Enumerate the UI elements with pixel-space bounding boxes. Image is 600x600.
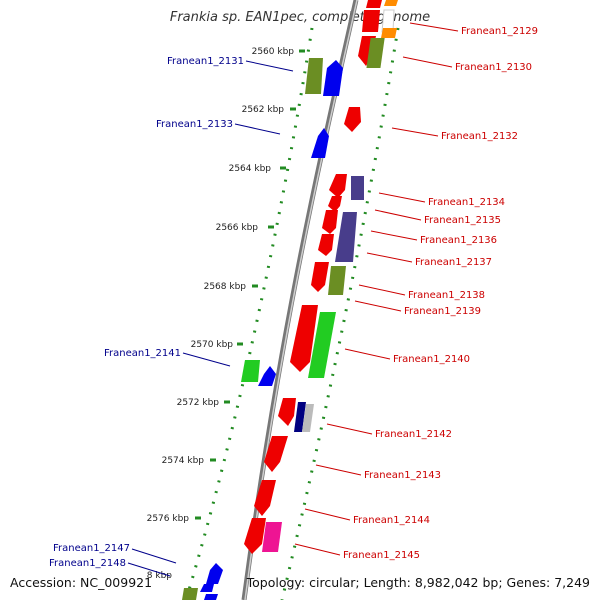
gene-label-right[interactable]: Franean1_2138 (408, 290, 485, 301)
gene-arrow (294, 402, 306, 432)
label-connector (182, 352, 231, 367)
gene-box (351, 176, 364, 200)
left-scale-track (184, 27, 314, 600)
kbp-ticks (195, 49, 305, 520)
gene-arrow (200, 584, 214, 592)
gene-arrow (241, 360, 260, 382)
gene-label-right[interactable]: Franean1_2142 (375, 429, 452, 440)
label-connector (315, 464, 362, 476)
gene-label-right[interactable]: Franean1_2130 (455, 62, 532, 73)
gene-label-left[interactable]: Franean1_2147 (53, 543, 130, 554)
gene-label-left[interactable]: Franean1_2133 (156, 119, 233, 130)
gene-box (366, 38, 385, 68)
gene-arrow (366, 0, 382, 8)
gene-arrow (384, 0, 398, 6)
gene-label-left[interactable]: Franean1_2148 (49, 558, 126, 569)
gene-features (182, 0, 398, 600)
kbp-label: 2566 kbp (216, 223, 259, 233)
gene-label-right[interactable]: Franean1_2134 (428, 197, 505, 208)
kbp-label: 2576 kbp (147, 514, 190, 524)
label-connector (245, 60, 294, 72)
gene-arrow (302, 404, 314, 432)
label-connector (402, 56, 453, 68)
label-connector (354, 300, 402, 312)
gene-arrow (322, 210, 338, 234)
gene-arrow (381, 28, 397, 38)
gene-arrow (258, 366, 276, 386)
gene-arrow (311, 128, 329, 158)
gene-arrow (204, 594, 218, 600)
accession-text: Accession: NC_009921 (10, 575, 153, 590)
label-connector (304, 508, 351, 521)
gene-arrow (305, 58, 323, 94)
kbp-label: 2572 kbp (177, 398, 220, 408)
label-connector (391, 127, 439, 137)
gene-label-right[interactable]: Franean1_2135 (424, 215, 501, 226)
gene-label-left[interactable]: Franean1_2131 (167, 56, 244, 67)
gene-label-right[interactable]: Franean1_2145 (343, 550, 420, 561)
gene-arrow (254, 480, 276, 516)
gene-arrow (344, 107, 361, 132)
gene-label-right[interactable]: Franean1_2132 (441, 131, 518, 142)
gene-arrow (328, 196, 342, 212)
gene-label-right[interactable]: Franean1_2129 (461, 26, 538, 37)
gene-label-right[interactable]: Franean1_2143 (364, 470, 441, 481)
gene-arrow (262, 522, 282, 552)
label-connector (409, 22, 459, 32)
label-connector (294, 543, 341, 556)
label-connector (366, 252, 413, 263)
gene-label-right[interactable]: Franean1_2137 (415, 257, 492, 268)
label-connector (131, 548, 177, 564)
kbp-label: 2568 kbp (204, 282, 247, 292)
kbp-label: 2560 kbp (252, 47, 295, 57)
gene-arrow (264, 436, 288, 472)
gene-arrow (328, 266, 346, 295)
kbp-label: 2562 kbp (242, 105, 285, 115)
gene-arrow (335, 212, 357, 262)
gene-arrow (329, 174, 347, 198)
gene-arrow (323, 60, 343, 96)
gene-arrow (244, 518, 266, 554)
gene-label-right[interactable]: Franean1_2144 (353, 515, 430, 526)
gene-arrow (278, 398, 296, 426)
label-connector (234, 123, 281, 135)
label-connector (127, 562, 171, 577)
gene-label-right[interactable]: Franean1_2136 (420, 235, 497, 246)
gene-label-left[interactable]: Franean1_2141 (104, 348, 181, 359)
label-connector (374, 209, 422, 221)
gene-arrow (308, 312, 336, 378)
gene-label-right[interactable]: Franean1_2139 (404, 306, 481, 317)
gene-arrow (311, 262, 329, 292)
gene-arrow (182, 588, 198, 600)
kbp-label: 8 kbp (147, 571, 173, 581)
gene-label-right[interactable]: Franean1_2140 (393, 354, 470, 365)
label-connector (378, 192, 426, 203)
gene-arrow (318, 234, 334, 256)
kbp-label: 2570 kbp (191, 340, 234, 350)
label-connector (370, 230, 418, 241)
kbp-label: 2564 kbp (229, 164, 272, 174)
kbp-label: 2574 kbp (162, 456, 205, 466)
gene-arrow (362, 10, 380, 32)
label-connector (326, 423, 373, 435)
gene-arrow (206, 563, 223, 584)
label-connector (358, 284, 406, 296)
topology-text: Topology: circular; Length: 8,982,042 bp… (246, 575, 590, 590)
label-connector (344, 348, 391, 360)
gene-arrow (290, 305, 318, 372)
